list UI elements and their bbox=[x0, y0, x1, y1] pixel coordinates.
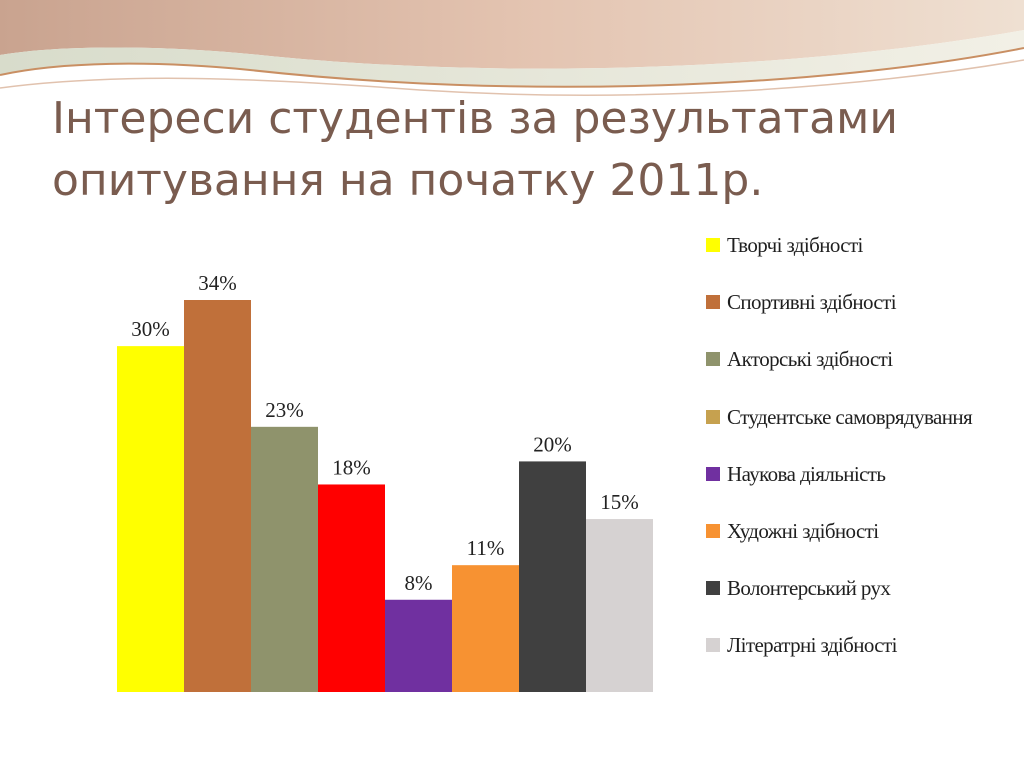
legend-label: Студентське самоврядування bbox=[727, 404, 973, 429]
value-label-3: 23% bbox=[265, 398, 304, 422]
value-label-7: 20% bbox=[533, 432, 572, 456]
legend-label: Художні здібності bbox=[727, 519, 879, 543]
legend-label: Акторські здібності bbox=[727, 347, 893, 372]
legend-item: Творчі здібності bbox=[706, 230, 1006, 260]
value-label-1: 30% bbox=[131, 317, 170, 341]
bar-1 bbox=[117, 346, 184, 692]
legend-label: Спортивні здібності bbox=[727, 290, 897, 315]
legend-item: Спортивні здібності bbox=[706, 287, 1006, 317]
legend-label: Волонтерський рух bbox=[727, 576, 891, 601]
bar-2 bbox=[184, 300, 251, 692]
value-label-5: 8% bbox=[405, 571, 433, 595]
value-label-4: 18% bbox=[332, 455, 371, 479]
value-label-2: 34% bbox=[198, 271, 237, 295]
legend-label: Творчі здібності bbox=[727, 233, 863, 257]
value-labels-group: 30% 34% 23% 18% 8% 11% 20% 15% bbox=[131, 271, 639, 595]
legend-item: Акторські здібності bbox=[706, 344, 1006, 374]
legend-item: Наукова діяльність bbox=[706, 459, 1006, 489]
legend-swatch bbox=[706, 295, 720, 310]
page-title: Інтереси студентів за результатами опиту… bbox=[52, 93, 898, 206]
legend-item: Літератрні здібності bbox=[706, 630, 1006, 660]
legend-label: Наукова діяльність bbox=[727, 461, 886, 486]
legend-swatch bbox=[706, 409, 720, 424]
legend-item: Художні здібності bbox=[706, 516, 1006, 546]
legend-swatch bbox=[706, 524, 720, 538]
value-label-8: 15% bbox=[600, 490, 639, 514]
legend-swatch bbox=[706, 238, 720, 252]
bar-4 bbox=[318, 484, 385, 692]
bar-8 bbox=[586, 519, 653, 692]
bar-3 bbox=[251, 426, 318, 692]
bars-group bbox=[117, 300, 653, 692]
legend-swatch bbox=[706, 352, 720, 367]
legend-item: Студентське самоврядування bbox=[706, 402, 1006, 432]
bar-6 bbox=[452, 565, 519, 692]
bar-5 bbox=[385, 599, 452, 692]
legend-item: Волонтерський рух bbox=[706, 573, 1006, 603]
legend-swatch bbox=[706, 466, 720, 481]
bar-7 bbox=[519, 461, 586, 692]
value-label-6: 11% bbox=[467, 536, 505, 560]
decorative-banner bbox=[0, 0, 1024, 96]
legend-swatch bbox=[706, 638, 720, 653]
legend-swatch bbox=[706, 581, 720, 596]
legend-label: Літератрні здібності bbox=[727, 633, 897, 658]
